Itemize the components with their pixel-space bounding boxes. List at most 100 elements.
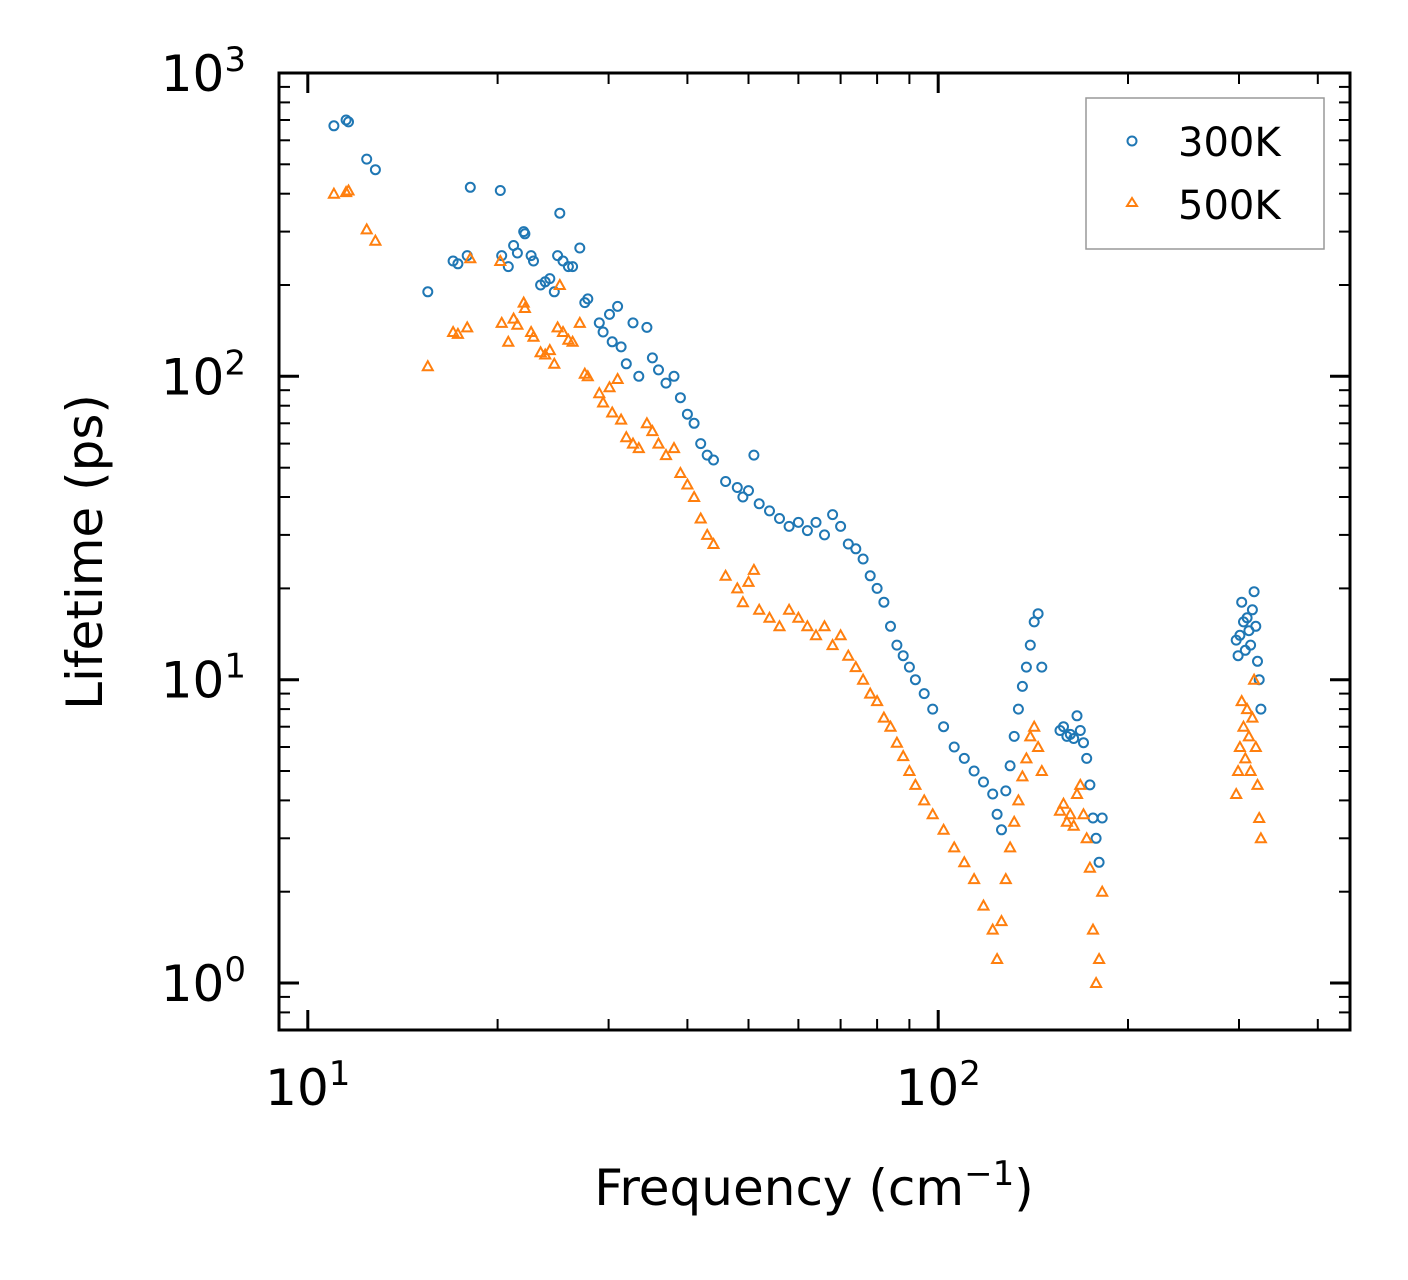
point-500k-102 bbox=[1070, 786, 1084, 799]
point-500k-55 bbox=[747, 562, 761, 575]
point-500k-22 bbox=[547, 356, 561, 369]
point-500k-50 bbox=[706, 536, 721, 549]
point-500k-16 bbox=[518, 300, 532, 313]
point-500k-40 bbox=[640, 416, 654, 429]
point-300k-17 bbox=[525, 250, 537, 262]
point-300k-72 bbox=[885, 620, 896, 632]
point-500k-121 bbox=[1247, 672, 1261, 685]
point-500k-67 bbox=[849, 660, 863, 673]
point-500k-18 bbox=[526, 329, 541, 342]
y-tick-label-3: 103 bbox=[161, 40, 246, 103]
legend-label-300k: 300K bbox=[1178, 120, 1282, 166]
point-300k-7 bbox=[452, 258, 464, 270]
point-300k-87 bbox=[1000, 785, 1012, 797]
point-300k-63 bbox=[819, 529, 830, 541]
point-300k-34 bbox=[606, 336, 618, 348]
point-300k-25 bbox=[557, 255, 569, 267]
point-500k-59 bbox=[782, 602, 796, 615]
point-300k-46 bbox=[681, 408, 693, 420]
point-300k-95 bbox=[1032, 608, 1044, 620]
point-500k-9 bbox=[463, 251, 477, 264]
point-300k-43 bbox=[660, 377, 672, 389]
point-500k-88 bbox=[1003, 840, 1017, 853]
point-500k-4 bbox=[368, 233, 383, 246]
point-300k-9 bbox=[464, 181, 476, 193]
point-500k-33 bbox=[602, 380, 617, 393]
point-300k-48 bbox=[695, 438, 707, 450]
point-500k-47 bbox=[687, 489, 701, 502]
point-300k-5 bbox=[422, 286, 434, 298]
point-500k-2 bbox=[341, 183, 356, 196]
point-300k-74 bbox=[897, 650, 909, 662]
point-300k-52 bbox=[731, 482, 743, 493]
legend-label-500k: 500K bbox=[1178, 183, 1282, 229]
y-tick-label-0: 100 bbox=[161, 950, 246, 1013]
point-300k-60 bbox=[792, 516, 804, 528]
point-500k-24 bbox=[553, 277, 567, 290]
y-tick-label-1: 101 bbox=[161, 647, 246, 710]
point-500k-48 bbox=[694, 511, 708, 524]
point-300k-110 bbox=[1096, 812, 1108, 824]
point-300k-101 bbox=[1068, 733, 1080, 744]
point-500k-32 bbox=[596, 395, 610, 408]
point-300k-33 bbox=[604, 308, 615, 320]
point-300k-123 bbox=[1252, 655, 1263, 667]
point-300k-86 bbox=[996, 824, 1007, 836]
point-300k-105 bbox=[1081, 752, 1093, 764]
point-500k-1 bbox=[339, 185, 353, 198]
point-500k-38 bbox=[626, 436, 640, 449]
point-500k-123 bbox=[1250, 777, 1265, 790]
point-300k-39 bbox=[633, 370, 645, 382]
point-500k-107 bbox=[1086, 922, 1100, 935]
point-500k-42 bbox=[651, 436, 666, 449]
point-500k-92 bbox=[1019, 751, 1034, 764]
point-500k-79 bbox=[936, 822, 951, 835]
point-300k-80 bbox=[948, 741, 960, 753]
y-tick-label-2: 102 bbox=[161, 343, 246, 406]
point-300k-120 bbox=[1246, 604, 1258, 616]
point-300k-2 bbox=[343, 116, 354, 128]
point-300k-61 bbox=[801, 525, 813, 537]
point-500k-45 bbox=[673, 465, 688, 478]
point-300k-62 bbox=[810, 516, 822, 528]
point-300k-41 bbox=[646, 352, 658, 364]
point-500k-41 bbox=[645, 424, 660, 437]
point-300k-98 bbox=[1058, 721, 1069, 733]
point-300k-54 bbox=[743, 485, 754, 497]
point-500k-43 bbox=[659, 448, 673, 461]
point-500k-8 bbox=[460, 320, 474, 333]
point-300k-12 bbox=[502, 261, 514, 273]
point-500k-27 bbox=[565, 334, 580, 347]
point-500k-71 bbox=[877, 710, 891, 723]
point-300k-56 bbox=[753, 498, 765, 510]
point-300k-83 bbox=[978, 776, 989, 788]
point-300k-27 bbox=[567, 261, 579, 273]
legend-marker-300k bbox=[1126, 135, 1138, 147]
point-300k-28 bbox=[574, 242, 586, 254]
point-500k-69 bbox=[863, 686, 877, 699]
point-300k-37 bbox=[620, 358, 632, 370]
point-300k-93 bbox=[1024, 639, 1036, 651]
point-500k-35 bbox=[610, 371, 625, 384]
point-300k-45 bbox=[674, 392, 686, 404]
point-300k-59 bbox=[783, 520, 795, 532]
point-500k-68 bbox=[856, 672, 870, 685]
legend-marker-500k bbox=[1125, 196, 1139, 207]
x-tick-label-0: 101 bbox=[265, 1054, 350, 1117]
point-500k-124 bbox=[1252, 810, 1266, 823]
point-300k-65 bbox=[835, 520, 847, 532]
point-300k-66 bbox=[842, 538, 854, 550]
point-300k-88 bbox=[1004, 760, 1016, 772]
point-500k-25 bbox=[556, 324, 570, 337]
point-500k-109 bbox=[1092, 951, 1106, 964]
point-500k-30 bbox=[581, 369, 595, 382]
point-500k-80 bbox=[947, 840, 961, 853]
x-tick-label-1: 102 bbox=[896, 1054, 981, 1117]
point-300k-112 bbox=[1232, 650, 1244, 662]
point-500k-0 bbox=[327, 186, 341, 199]
point-300k-14 bbox=[511, 247, 523, 259]
point-500k-57 bbox=[762, 610, 777, 623]
point-500k-118 bbox=[1242, 729, 1256, 742]
point-300k-55 bbox=[748, 449, 760, 461]
point-500k-115 bbox=[1236, 719, 1251, 732]
